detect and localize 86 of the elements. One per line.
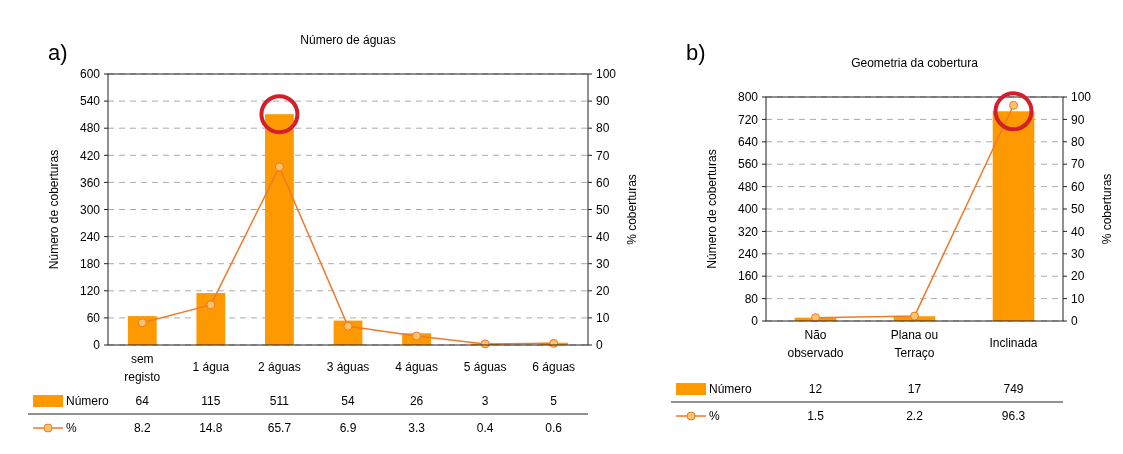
data-label: 3	[481, 394, 489, 409]
y-tick-label: 0	[751, 314, 759, 329]
y2-tick-label: 60	[596, 175, 610, 190]
data-label: 12	[808, 382, 823, 397]
y2-tick-label: 30	[596, 256, 610, 271]
y2-tick-label: 0	[1071, 314, 1078, 329]
y-tick-label: 800	[737, 90, 759, 105]
y2-tick-label: 0	[596, 338, 603, 353]
y-tick-label: 480	[737, 179, 759, 194]
y2-tick-label: 20	[596, 284, 610, 298]
x-tick-label: Plana ou Terraço	[890, 328, 939, 360]
y2-tick-label: 40	[596, 229, 610, 244]
data-label: 511	[269, 394, 290, 409]
data-label: 96.3	[1001, 409, 1026, 424]
text: a)	[48, 40, 68, 65]
y2-tick-label: 80	[596, 121, 610, 136]
y2-tick-label: 70	[1071, 157, 1085, 172]
y2-tick-label: 100	[596, 67, 617, 82]
y-tick-label: 120	[79, 284, 101, 298]
y-tick-label: 600	[79, 67, 101, 82]
legend-label: Número	[709, 382, 753, 397]
y2-tick-label: 70	[596, 148, 610, 163]
legend-label: %	[66, 421, 77, 436]
x-tick-label: 5 águas	[463, 360, 507, 374]
y-tick-label: 420	[79, 148, 101, 163]
data-label: 5	[550, 394, 558, 409]
x-tick-label: 3 águas	[326, 360, 370, 374]
chart-title: Número de águas	[300, 33, 396, 47]
x-tick-label: 1 água	[192, 360, 230, 374]
y2-tick-label: 50	[1071, 202, 1085, 217]
data-label: 0.4	[476, 421, 494, 436]
x-tick-label: 4 águas	[395, 360, 438, 374]
y-tick-label: 160	[737, 269, 759, 284]
y-axis-title: Número de coberturas	[705, 149, 719, 269]
y-tick-label: 240	[737, 247, 759, 261]
y2-axis-title: % coberturas	[1100, 173, 1114, 245]
data-label: 64	[135, 394, 150, 409]
text: b)	[686, 40, 706, 65]
y2-tick-label: 80	[1071, 135, 1085, 149]
data-label: 54	[341, 394, 355, 409]
data-label: 0.6	[545, 421, 563, 436]
y2-tick-label: 100	[1071, 90, 1092, 105]
y-tick-label: 180	[79, 256, 101, 271]
x-tick-label: Inclinada	[989, 336, 1038, 350]
y-tick-label: 320	[737, 224, 759, 239]
y-tick-label: 640	[737, 135, 759, 149]
y-tick-label: 80	[744, 291, 759, 306]
y-axis-title: Número de coberturas	[47, 149, 61, 270]
y-tick-label: 60	[86, 311, 101, 326]
y-tick-label: 480	[79, 121, 101, 136]
y-tick-label: 360	[79, 175, 101, 190]
y-tick-label: 300	[79, 202, 101, 217]
data-label: 14.8	[199, 421, 223, 436]
y-tick-label: 0	[93, 338, 101, 353]
y-tick-label: 560	[737, 157, 759, 172]
y-tick-label: 400	[737, 202, 759, 217]
legend-label: Número	[66, 394, 110, 409]
x-tick-label: sem registo	[124, 352, 161, 384]
y2-tick-label: 10	[1071, 291, 1085, 306]
y-tick-label: 540	[79, 94, 101, 109]
data-label: 3.3	[408, 421, 426, 436]
data-label: 2.2	[906, 409, 924, 424]
data-label: 26	[409, 394, 424, 409]
y-tick-label: 240	[79, 229, 101, 244]
y2-tick-label: 50	[596, 202, 610, 217]
y2-tick-label: 60	[1071, 179, 1085, 194]
data-label: 1.5	[807, 409, 825, 424]
y2-tick-label: 90	[1071, 112, 1085, 127]
y2-axis-title: % coberturas	[625, 174, 639, 245]
y2-tick-label: 30	[1071, 247, 1085, 261]
y2-tick-label: 40	[1071, 224, 1085, 239]
chart-title: Geometria da cobertura	[851, 56, 979, 70]
data-label: 749	[1003, 382, 1024, 397]
data-label: 115	[201, 394, 221, 409]
x-tick-label: 2 águas	[258, 360, 301, 374]
y-tick-label: 720	[737, 112, 759, 127]
y2-tick-label: 90	[596, 94, 610, 109]
data-label: 17	[907, 382, 922, 397]
y2-tick-label: 10	[596, 311, 610, 326]
data-label: 6.9	[339, 421, 357, 436]
y2-tick-label: 20	[1071, 269, 1085, 284]
data-label: 8.2	[133, 421, 151, 436]
data-label: 65.7	[267, 421, 292, 436]
x-tick-label: 6 águas	[532, 360, 576, 374]
legend-label: %	[709, 409, 720, 424]
x-tick-label: Não observado	[787, 328, 844, 360]
